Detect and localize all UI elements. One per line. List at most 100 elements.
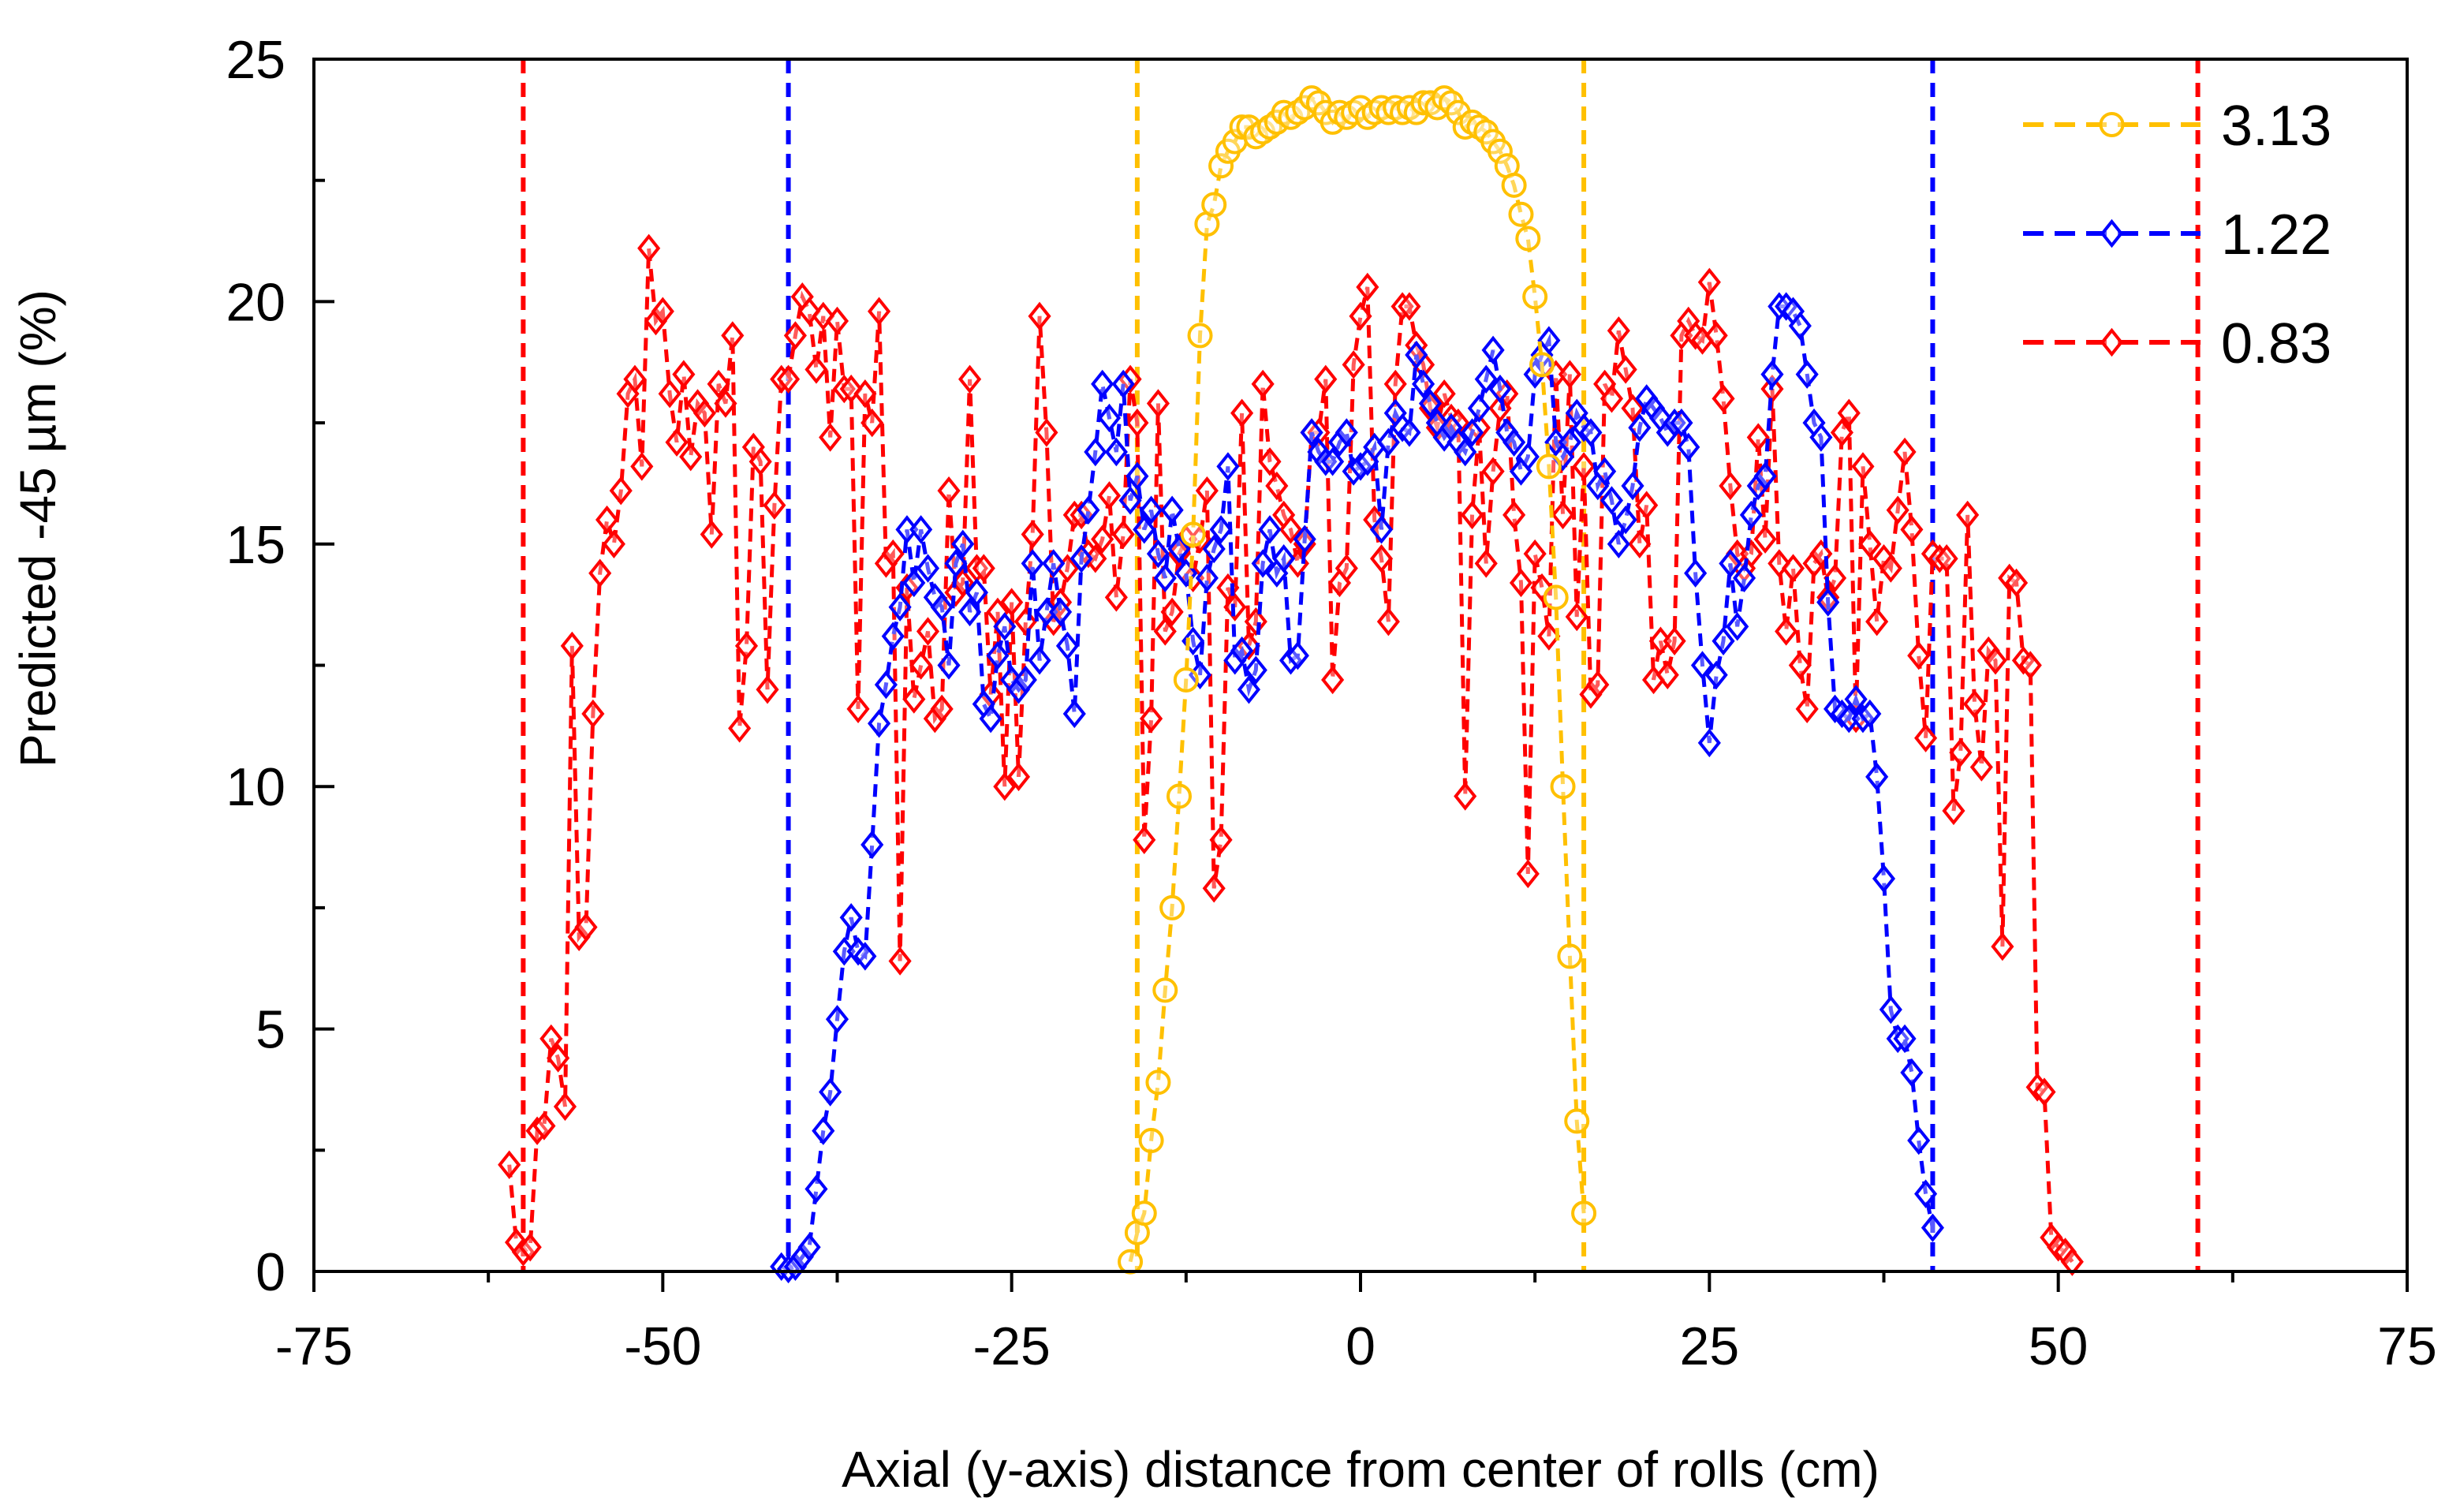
legend-label-1-22: 1.22 <box>2221 203 2331 267</box>
data-point-0-83 <box>1600 384 1624 413</box>
data-point-0-83 <box>1746 423 1770 452</box>
data-point-0-83 <box>853 379 877 409</box>
x-tick-label: -50 <box>624 1316 701 1376</box>
data-point-3-13 <box>1118 1249 1144 1275</box>
data-point-1-22 <box>1607 529 1630 559</box>
data-point-0-83 <box>881 539 905 569</box>
data-point-3-13 <box>1515 226 1541 252</box>
data-point-0-83 <box>1824 563 1847 593</box>
data-point-1-22 <box>1614 505 1637 535</box>
data-point-1-22 <box>853 942 877 971</box>
data-point-1-22 <box>874 670 898 700</box>
data-point-1-22 <box>993 612 1017 641</box>
data-point-0-83 <box>1356 272 1379 302</box>
data-point-1-22 <box>1621 471 1644 501</box>
data-point-1-22 <box>1474 364 1498 394</box>
data-point-1-22 <box>1454 437 1477 467</box>
data-point-0-83 <box>1383 369 1407 399</box>
x-axis-label: Axial (y-axis) distance from center of r… <box>842 1441 1880 1498</box>
y-tick-label: 5 <box>256 1000 286 1060</box>
data-point-0-83 <box>1195 476 1219 506</box>
data-point-0-83 <box>637 233 661 263</box>
data-point-3-13 <box>1543 584 1569 610</box>
data-point-0-83 <box>1146 389 1170 418</box>
data-point-0-83 <box>672 360 696 389</box>
data-point-0-83 <box>1942 796 1965 826</box>
data-point-1-22 <box>1160 495 1184 525</box>
data-point-0-83 <box>1133 825 1156 855</box>
data-point-1-22 <box>1712 626 1735 655</box>
data-point-1-22 <box>1153 563 1177 593</box>
data-point-0-83 <box>930 694 954 724</box>
data-point-0-83 <box>1914 723 1938 752</box>
data-point-0-83 <box>721 321 745 350</box>
data-point-0-83 <box>1802 549 1826 578</box>
x-tick-label: -25 <box>973 1316 1051 1376</box>
data-point-1-22 <box>1816 588 1840 617</box>
data-point-0-83 <box>1006 762 1031 792</box>
data-point-1-22 <box>1872 864 1896 894</box>
data-point-0-83 <box>1125 408 1149 438</box>
data-point-3-13 <box>1180 521 1206 547</box>
data-point-1-22 <box>1321 447 1345 476</box>
data-point-1-22 <box>1760 360 1784 389</box>
data-point-0-83 <box>756 675 779 704</box>
data-point-1-22 <box>1258 515 1282 544</box>
data-point-0-83 <box>1865 607 1889 637</box>
data-point-1-22 <box>1286 641 1309 670</box>
data-point-3-13 <box>1508 201 1534 227</box>
data-point-0-83 <box>937 476 961 506</box>
data-point-0-83 <box>1969 752 1993 782</box>
data-point-0-83 <box>1962 689 1987 719</box>
data-point-0-83 <box>1879 554 1902 583</box>
data-point-0-83 <box>1781 554 1805 583</box>
data-point-0-83 <box>1230 398 1254 428</box>
data-point-1-22 <box>1049 597 1073 627</box>
data-point-1-22 <box>986 641 1010 670</box>
data-point-1-22 <box>1579 418 1603 447</box>
data-point-0-83 <box>1097 481 1122 510</box>
data-point-0-83 <box>630 452 654 481</box>
data-point-3-13 <box>1571 1200 1597 1226</box>
data-point-1-22 <box>1251 549 1275 578</box>
data-point-0-83 <box>1565 602 1588 632</box>
data-point-0-83 <box>498 1150 521 1179</box>
data-point-1-22 <box>1314 447 1338 476</box>
data-point-1-22 <box>1376 427 1400 457</box>
data-point-1-22 <box>1663 408 1686 438</box>
data-point-0-83 <box>692 398 716 428</box>
data-point-0-83 <box>574 913 598 942</box>
data-point-1-22 <box>1697 728 1721 758</box>
data-point-3-13 <box>1536 454 1562 480</box>
data-point-1-22 <box>1327 427 1352 457</box>
data-point-1-22 <box>951 529 975 559</box>
data-point-0-83 <box>825 306 849 336</box>
data-point-1-22 <box>1628 413 1652 442</box>
data-point-0-83 <box>2005 568 2029 598</box>
data-point-0-83 <box>1614 355 1637 384</box>
data-point-1-22 <box>1844 685 1868 714</box>
data-point-0-83 <box>1704 321 1728 350</box>
data-point-1-22 <box>1481 335 1505 365</box>
data-point-0-83 <box>846 694 870 724</box>
data-point-3-13 <box>1501 172 1527 198</box>
data-point-1-22 <box>1907 1126 1931 1155</box>
data-point-1-22 <box>790 1242 814 1271</box>
legend-label-0-83: 0.83 <box>2221 312 2331 375</box>
data-point-3-13 <box>1487 138 1513 164</box>
data-point-0-83 <box>547 1043 570 1073</box>
data-point-0-83 <box>1579 680 1603 709</box>
data-point-0-83 <box>1851 452 1875 481</box>
data-point-1-22 <box>1858 699 1882 729</box>
data-point-0-83 <box>804 355 828 384</box>
data-point-0-83 <box>714 389 737 418</box>
data-point-3-13 <box>1159 894 1185 920</box>
data-point-1-22 <box>1398 418 1421 447</box>
data-point-0-83 <box>728 714 752 743</box>
data-point-1-22 <box>1719 549 1742 578</box>
data-point-0-83 <box>1635 491 1659 520</box>
data-point-1-22 <box>1893 1024 1917 1054</box>
data-point-0-83 <box>1398 292 1421 321</box>
data-point-0-83 <box>1558 360 1581 389</box>
data-point-0-83 <box>1523 539 1547 569</box>
